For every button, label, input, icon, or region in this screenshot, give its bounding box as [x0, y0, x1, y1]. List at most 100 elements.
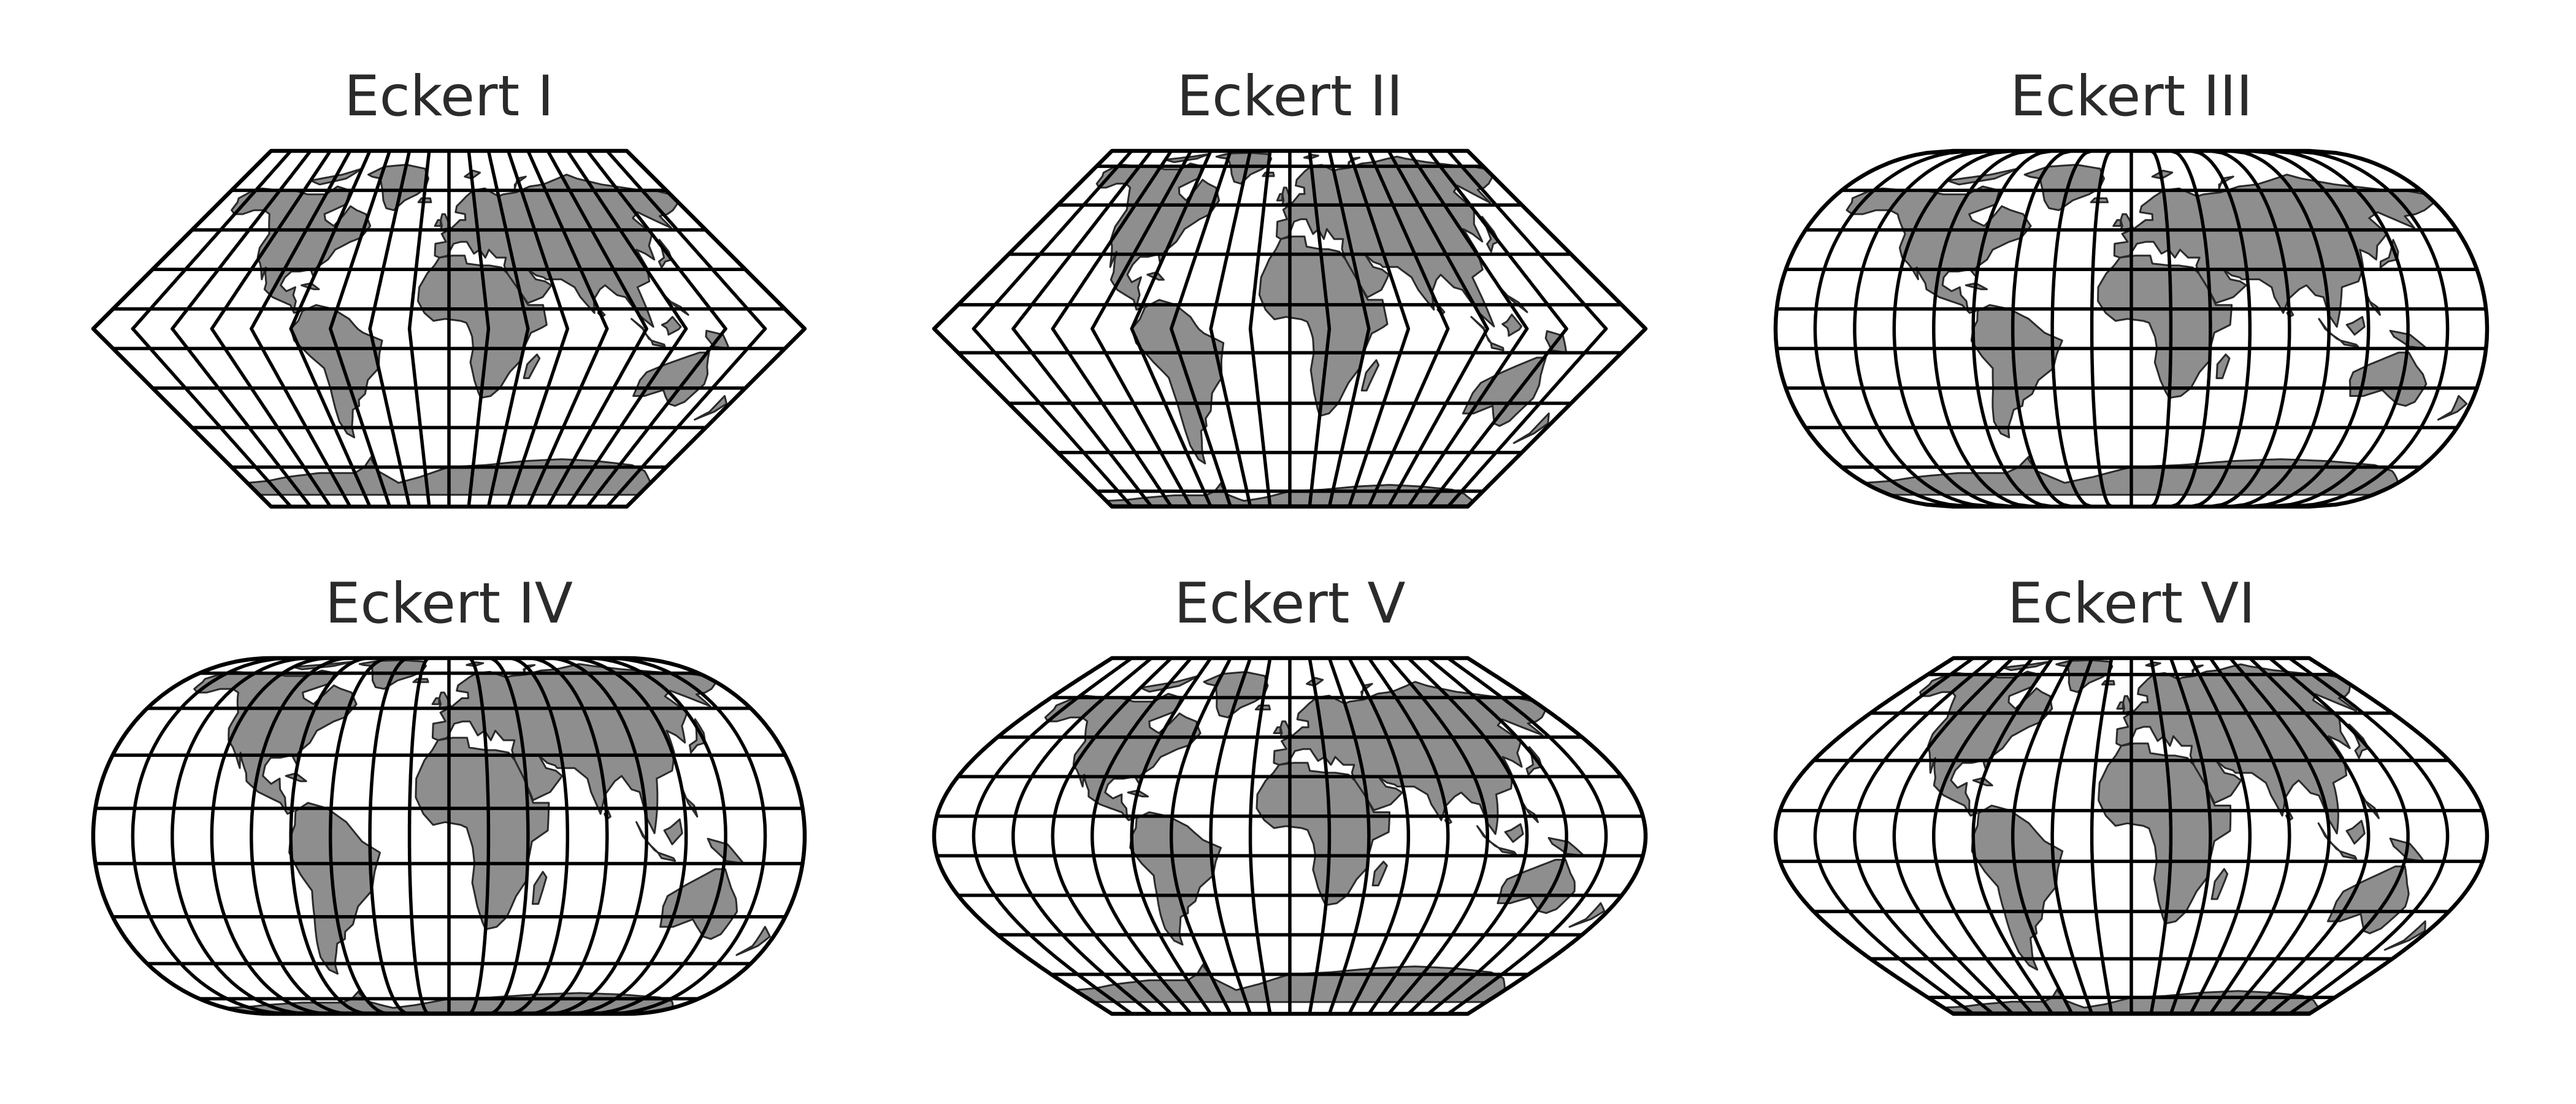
meridian-line	[407, 150, 431, 507]
landmass	[531, 870, 548, 905]
landmass	[1462, 356, 1547, 427]
panel-eckert6: Eckert VI	[1773, 572, 2490, 1016]
meridian-line	[546, 150, 648, 508]
panel-eckert3: Eckert III	[1773, 64, 2490, 509]
meridian-line	[607, 656, 767, 1016]
landmass	[650, 339, 666, 348]
landmass	[2345, 819, 2366, 845]
landmass	[1273, 726, 1282, 734]
meridian-line	[1130, 657, 1213, 1015]
meridian-line	[1347, 657, 1411, 1015]
landmass	[2115, 663, 2358, 835]
meridian-line	[210, 150, 332, 508]
map-eckert3	[1773, 148, 2490, 509]
meridian-line	[2011, 656, 2074, 1016]
meridian-line	[368, 150, 412, 507]
graticule	[95, 656, 803, 1016]
meridian-line	[210, 656, 331, 1016]
meridian-line	[328, 150, 391, 507]
panel-eckert1: Eckert I	[91, 64, 807, 509]
map-eckert5	[932, 656, 1648, 1016]
meridian-line	[1169, 657, 1232, 1015]
landmass	[689, 718, 707, 754]
map-eckert2	[932, 148, 1648, 509]
map-boundary	[932, 656, 1648, 1016]
meridian-line	[2149, 656, 2173, 1016]
graticule	[113, 150, 785, 508]
meridian-line	[1932, 149, 2033, 508]
meridian-line	[1091, 657, 1192, 1015]
landmass	[2348, 351, 2428, 407]
meridian-line	[2249, 149, 2371, 508]
landmass	[694, 395, 727, 421]
landmass	[1371, 861, 1388, 887]
landmass	[1504, 823, 1524, 843]
meridian-line	[1091, 149, 1193, 508]
meridian-line	[548, 656, 648, 1016]
landmass	[2345, 316, 2366, 336]
landmass	[1846, 185, 2032, 314]
meridian-line	[507, 150, 570, 507]
meridian-line	[1367, 657, 1450, 1015]
meridian-line	[2170, 149, 2212, 508]
meridian-line	[2267, 656, 2410, 1016]
meridian-line	[250, 150, 352, 508]
meridian-line	[368, 656, 410, 1016]
meridian-line	[1367, 149, 1450, 508]
meridian-line	[1209, 149, 1252, 508]
meridian-line	[171, 656, 311, 1016]
landmass	[431, 663, 717, 834]
meridian-line	[1327, 149, 1371, 508]
meridian-line	[1407, 656, 1529, 1016]
map-boundary	[1773, 148, 2490, 509]
landmass	[1273, 681, 1547, 835]
meridian-line	[972, 149, 1133, 508]
landmass	[289, 304, 383, 439]
meridian-line	[467, 656, 491, 1016]
meridian-line	[2188, 656, 2252, 1016]
meridian-line	[2269, 149, 2410, 508]
meridian-line	[289, 150, 372, 508]
landmass	[659, 868, 738, 940]
meridian-line	[328, 656, 390, 1016]
meridian-line	[526, 150, 609, 508]
meridian-line	[289, 656, 370, 1016]
meridian-line	[1387, 149, 1489, 508]
meridian-line	[1387, 657, 1489, 1015]
landmass	[2113, 174, 2436, 328]
panel-eckert4: Eckert IV	[91, 572, 807, 1016]
meridian-line	[2288, 656, 2450, 1016]
meridian-line	[486, 150, 530, 507]
map-title: Eckert V	[1174, 572, 1405, 636]
meridian-line	[1853, 656, 1995, 1016]
landmass	[663, 818, 683, 846]
graticule	[958, 149, 1622, 508]
landmass	[1525, 746, 1543, 776]
landmass	[231, 185, 372, 314]
meridian-line	[1892, 656, 2015, 1016]
landmass	[2339, 339, 2359, 348]
meridian-line	[2289, 149, 2450, 508]
meridian-line	[567, 656, 688, 1016]
landmass	[1360, 359, 1380, 392]
meridian-line	[1011, 149, 1154, 508]
meridian-line	[2229, 149, 2331, 508]
meridian-line	[527, 656, 609, 1016]
meridian-line	[2228, 656, 2331, 1016]
landmass	[2437, 395, 2468, 421]
meridian-line	[1347, 149, 1411, 508]
meridian-line	[1308, 657, 1332, 1014]
landmass	[2215, 353, 2231, 380]
map-title: Eckert II	[1177, 64, 1403, 129]
landmass	[431, 697, 440, 705]
meridian-line	[1446, 149, 1608, 508]
map-boundary	[1773, 656, 2490, 1016]
meridian-line	[2090, 656, 2114, 1016]
meridian-line	[2011, 149, 2072, 508]
map-eckert4	[91, 656, 807, 1016]
meridian-line	[1971, 656, 2054, 1016]
meridian-line	[1427, 656, 1568, 1016]
meridian-line	[566, 150, 688, 508]
meridian-line	[2150, 149, 2173, 508]
